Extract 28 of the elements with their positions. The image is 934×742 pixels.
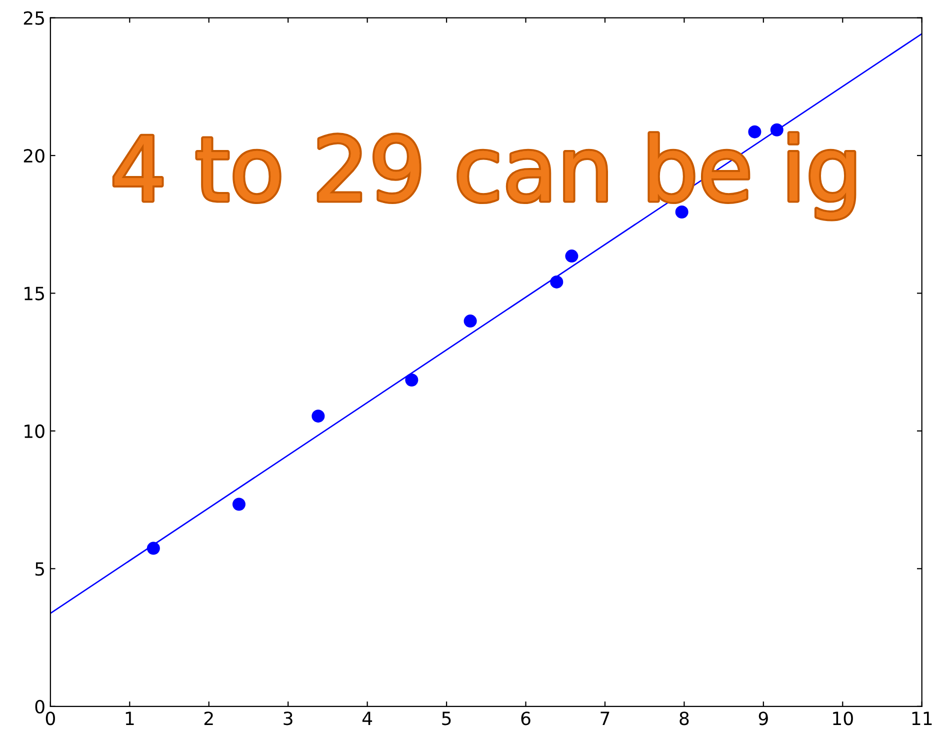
point (405, 373, 418, 387)
x-tick-label: 1 (126, 712, 134, 725)
x-tick-label: 8 (680, 712, 689, 726)
point (146, 542, 160, 555)
y-tick-label: 0 (35, 700, 44, 714)
x-tick-label: 2 (204, 712, 213, 725)
x-tick-label: 3 (284, 712, 292, 726)
point (312, 410, 325, 423)
y-tick-label: 15 (24, 286, 44, 300)
point (565, 250, 578, 263)
point (675, 205, 688, 218)
y-tick-label: 10 (24, 424, 44, 438)
x-tick-label: 11 (912, 712, 932, 725)
point (464, 314, 477, 328)
y-tick-label: 20 (24, 148, 44, 163)
point (770, 123, 784, 136)
x-tick-label: 10 (833, 712, 853, 726)
x-tick-label: 9 (758, 712, 768, 726)
point (748, 125, 762, 138)
y-tick-label: 25 (24, 11, 44, 25)
point (550, 275, 564, 288)
x-tick-label: 0 (46, 712, 55, 726)
y-tick-label: 5 (35, 562, 44, 576)
x-tick-label: 4 (362, 712, 372, 725)
x-tick-label: 6 (521, 712, 530, 726)
point (232, 498, 246, 511)
x-tick-label: 7 (600, 712, 610, 725)
x-tick-label: 5 (442, 712, 451, 726)
